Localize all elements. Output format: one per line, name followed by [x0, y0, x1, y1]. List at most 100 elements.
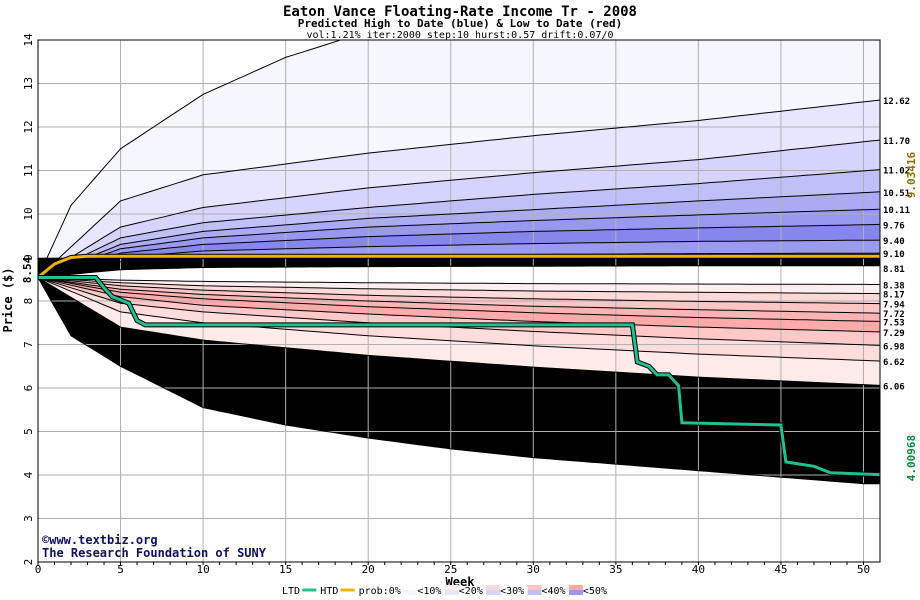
x-tick-label: 30 [527, 563, 540, 576]
legend-swatch-blue [403, 590, 418, 595]
legend-swatch-red [486, 585, 501, 590]
percentile-curve [38, 223, 880, 278]
legend-swatch-red [568, 585, 583, 590]
x-tick-label: 15 [279, 563, 292, 576]
lower-band-4 [38, 277, 880, 332]
percentile-curve [38, 277, 880, 295]
upper-band-7 [38, 240, 880, 278]
y-tick-label: 9 [22, 254, 35, 261]
percentile-value-label: 8.17 [883, 291, 905, 301]
percentile-curve [38, 139, 880, 278]
chart-subtitle: Predicted High to Date (blue) & Low to D… [298, 17, 623, 30]
x-tick-label: 20 [362, 563, 375, 576]
upper-band-9 [38, 257, 880, 278]
percentile-curve [38, 277, 880, 362]
y-tick-label: 2 [22, 559, 35, 566]
percentile-curve [38, 277, 880, 322]
percentile-curve [38, 277, 880, 285]
legend-label: LTD [282, 586, 300, 597]
percentile-value-label: 9.40 [883, 237, 905, 247]
legend-swatch-red [444, 585, 459, 590]
percentile-value-label: 7.94 [883, 301, 905, 311]
percentile-value-label: 11.70 [883, 137, 910, 147]
y-tick-label: 7 [22, 341, 35, 348]
upper-band-4 [38, 191, 880, 278]
upper-band-6 [38, 224, 880, 278]
upper-band-5 [38, 209, 880, 278]
x-tick-label: 50 [857, 563, 870, 576]
legend-label: <50% [583, 586, 607, 597]
legend-swatch-blue [527, 590, 542, 595]
lower-band-1 [38, 277, 880, 304]
percentile-curve [38, 99, 880, 278]
percentile-value-label: 7.29 [883, 329, 905, 339]
upper-band-2 [38, 140, 880, 278]
x-tick-label: 35 [609, 563, 622, 576]
y-tick-label: 5 [22, 428, 35, 435]
percentile-curve [38, 191, 880, 278]
watermark-line-2: The Research Foundation of SUNY [42, 546, 267, 560]
x-tick-label: 5 [117, 563, 124, 576]
lower-band-5 [38, 277, 880, 346]
legend-swatch-blue [444, 590, 459, 595]
legend-label: <40% [542, 586, 566, 597]
legend-label: prob:0% [359, 586, 401, 597]
percentile-value-label: 7.53 [883, 318, 905, 328]
percentile-curve [38, 277, 880, 346]
x-tick-label: 25 [444, 563, 457, 576]
chart-params: vol:1.21% iter:2000 step:10 hurst:0.57 d… [306, 30, 613, 41]
y-tick-label: 6 [22, 385, 35, 392]
percentile-curve [38, 40, 343, 278]
y-tick-label: 14 [22, 33, 35, 47]
percentile-curve [38, 277, 880, 314]
percentile-value-label: 6.62 [883, 358, 905, 368]
y-tick-label: 12 [22, 120, 35, 133]
lower-band-0 [38, 277, 880, 294]
confidence-bands [38, 40, 880, 484]
percentile-curves [38, 40, 880, 485]
lower-band-7 [38, 277, 880, 386]
percentile-value-label: 7.72 [883, 310, 905, 320]
lower-band-3 [38, 277, 880, 322]
y-axis-label: Price ($) [1, 267, 15, 332]
x-tick-label: 10 [196, 563, 209, 576]
percentile-curve [38, 277, 880, 386]
percentile-value-label: 6.98 [883, 342, 905, 352]
chart-title: Eaton Vance Floating-Rate Income Tr - 20… [283, 4, 637, 20]
legend-swatch-red [527, 585, 542, 590]
lower-band-8 [38, 277, 880, 484]
plot-frame [37, 39, 881, 563]
percentile-value-label: 10.11 [883, 206, 910, 216]
watermark-line-1: ©www.textbiz.org [42, 533, 158, 547]
upper-band-1 [38, 100, 880, 278]
htd-final-value: 9.03416 [905, 151, 918, 198]
percentile-curve [38, 277, 880, 333]
percentile-value-label: 8.38 [883, 281, 905, 291]
y-tick-label: 10 [22, 207, 35, 220]
lower-band-6 [38, 277, 880, 361]
percentile-curve [38, 169, 880, 278]
percentile-curve [38, 277, 880, 305]
legend-label: <30% [500, 586, 524, 597]
y-tick-label: 3 [22, 515, 35, 522]
upper-band-0 [38, 40, 880, 278]
x-tick-label: 0 [35, 563, 42, 576]
x-tick-label: 40 [692, 563, 705, 576]
percentile-value-label: 10.51 [883, 189, 910, 199]
percentile-value-label: 12.62 [883, 97, 910, 107]
htd-line [38, 254, 880, 279]
y-tick-label: 11 [22, 164, 35, 177]
percentile-value-label: 9.76 [883, 221, 905, 231]
plot-area: 0 5 10 15 20 25 30 35 40 45 5023456789101112131412… [22, 33, 910, 576]
y-tick-label: 13 [22, 77, 35, 90]
percentile-curve [38, 239, 880, 278]
lower-band-2 [38, 277, 880, 314]
percentile-value-label: 6.06 [883, 382, 905, 392]
legend-swatch-red [403, 585, 418, 590]
y-tick-label: 8 [22, 298, 35, 305]
legend-label: HTD [320, 586, 338, 597]
percentile-value-label: 11.02 [883, 167, 910, 177]
legend-swatch-blue [486, 590, 501, 595]
start-price-label: 8.54 [21, 256, 34, 283]
